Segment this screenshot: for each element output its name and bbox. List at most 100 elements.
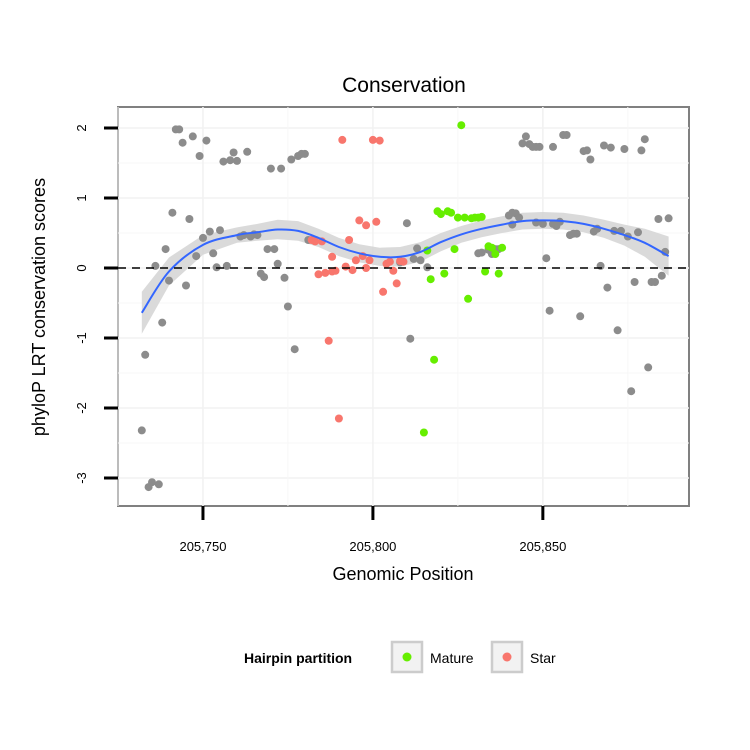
point-other [657, 271, 666, 280]
legend-title: Hairpin partition [244, 650, 352, 666]
point-mature [450, 245, 459, 254]
point-star [321, 268, 330, 277]
point-star [328, 252, 337, 261]
point-other [627, 387, 636, 396]
point-mature [487, 243, 496, 252]
point-other [586, 155, 595, 164]
y-tick-label: 1 [74, 194, 89, 201]
point-other [640, 135, 649, 144]
point-star [348, 266, 357, 275]
point-other [413, 244, 422, 253]
y-tick-label: 0 [74, 264, 89, 271]
point-star [328, 267, 337, 276]
point-star [385, 257, 394, 266]
x-tick-label: 205,800 [349, 539, 396, 554]
plot-panel [117, 106, 690, 507]
point-other [583, 146, 591, 155]
point-star [324, 336, 333, 345]
point-mature [481, 267, 490, 276]
smooth-line [140, 219, 670, 314]
point-other [182, 281, 190, 290]
point-other [545, 306, 554, 315]
legend-label-star: Star [530, 650, 556, 666]
point-other [178, 138, 187, 147]
point-other [572, 229, 581, 238]
point-mature [426, 275, 435, 284]
point-other [199, 233, 207, 242]
point-other [603, 283, 612, 292]
point-other [664, 214, 673, 223]
smooth-ribbon-layer [141, 212, 669, 334]
smooth-confidence-band [141, 212, 669, 334]
smooth-line-layer [140, 219, 670, 314]
point-mature [430, 355, 439, 364]
point-star [365, 256, 374, 265]
point-mature [447, 208, 456, 217]
point-other [141, 350, 150, 359]
y-axis-title: phyloP LRT conservation scores [29, 178, 49, 436]
x-tick-label: 205,750 [179, 539, 226, 554]
point-other [148, 478, 156, 487]
y-axis: -3 -2 -1 0 1 2 [74, 124, 118, 484]
point-other [229, 148, 238, 157]
point-other [168, 208, 177, 217]
legend-dot-star [502, 652, 512, 662]
point-mature [498, 243, 507, 252]
point-star [345, 236, 354, 244]
point-other [226, 156, 235, 165]
point-other [185, 215, 194, 223]
point-other [165, 276, 173, 285]
point-other [651, 278, 659, 286]
point-other [538, 219, 547, 228]
point-other [644, 363, 653, 372]
point-star [314, 270, 323, 279]
points-layer [137, 121, 673, 492]
point-mature [464, 294, 473, 303]
y-tick-label: -1 [74, 332, 89, 344]
point-mature [419, 428, 428, 437]
point-other [562, 131, 571, 139]
y-tick-label: -2 [74, 402, 89, 414]
point-star [362, 264, 371, 272]
point-other [535, 142, 544, 151]
point-other [205, 227, 214, 236]
point-star [311, 237, 320, 246]
point-other [287, 155, 296, 164]
point-other [175, 125, 184, 134]
point-mature [494, 269, 503, 278]
point-other [280, 273, 289, 282]
point-other [637, 146, 646, 155]
point-other [277, 164, 286, 173]
point-other [620, 145, 629, 153]
point-other [154, 480, 163, 489]
point-other [654, 215, 663, 223]
point-star [338, 135, 347, 144]
point-other [273, 259, 282, 268]
point-mature [460, 213, 469, 222]
point-star [379, 287, 388, 296]
point-other [260, 273, 269, 282]
point-other [521, 132, 530, 141]
point-other [216, 226, 224, 235]
point-star [355, 216, 364, 225]
point-star [362, 221, 371, 230]
point-other [195, 152, 204, 160]
point-other [290, 345, 299, 354]
point-other [600, 141, 608, 150]
point-other [606, 143, 615, 152]
point-other [416, 256, 425, 265]
point-other [283, 302, 292, 311]
point-other [542, 254, 551, 263]
point-mature [453, 213, 462, 222]
point-other [515, 213, 524, 222]
point-star [399, 257, 408, 266]
point-star [368, 135, 377, 144]
point-other [270, 245, 279, 254]
y-tick-label: -3 [74, 472, 89, 484]
point-other [137, 426, 146, 435]
legend-label-mature: Mature [430, 650, 474, 666]
point-other [549, 219, 557, 228]
point-star [372, 217, 381, 226]
point-other [233, 156, 241, 165]
legend-dot-mature [402, 652, 412, 662]
